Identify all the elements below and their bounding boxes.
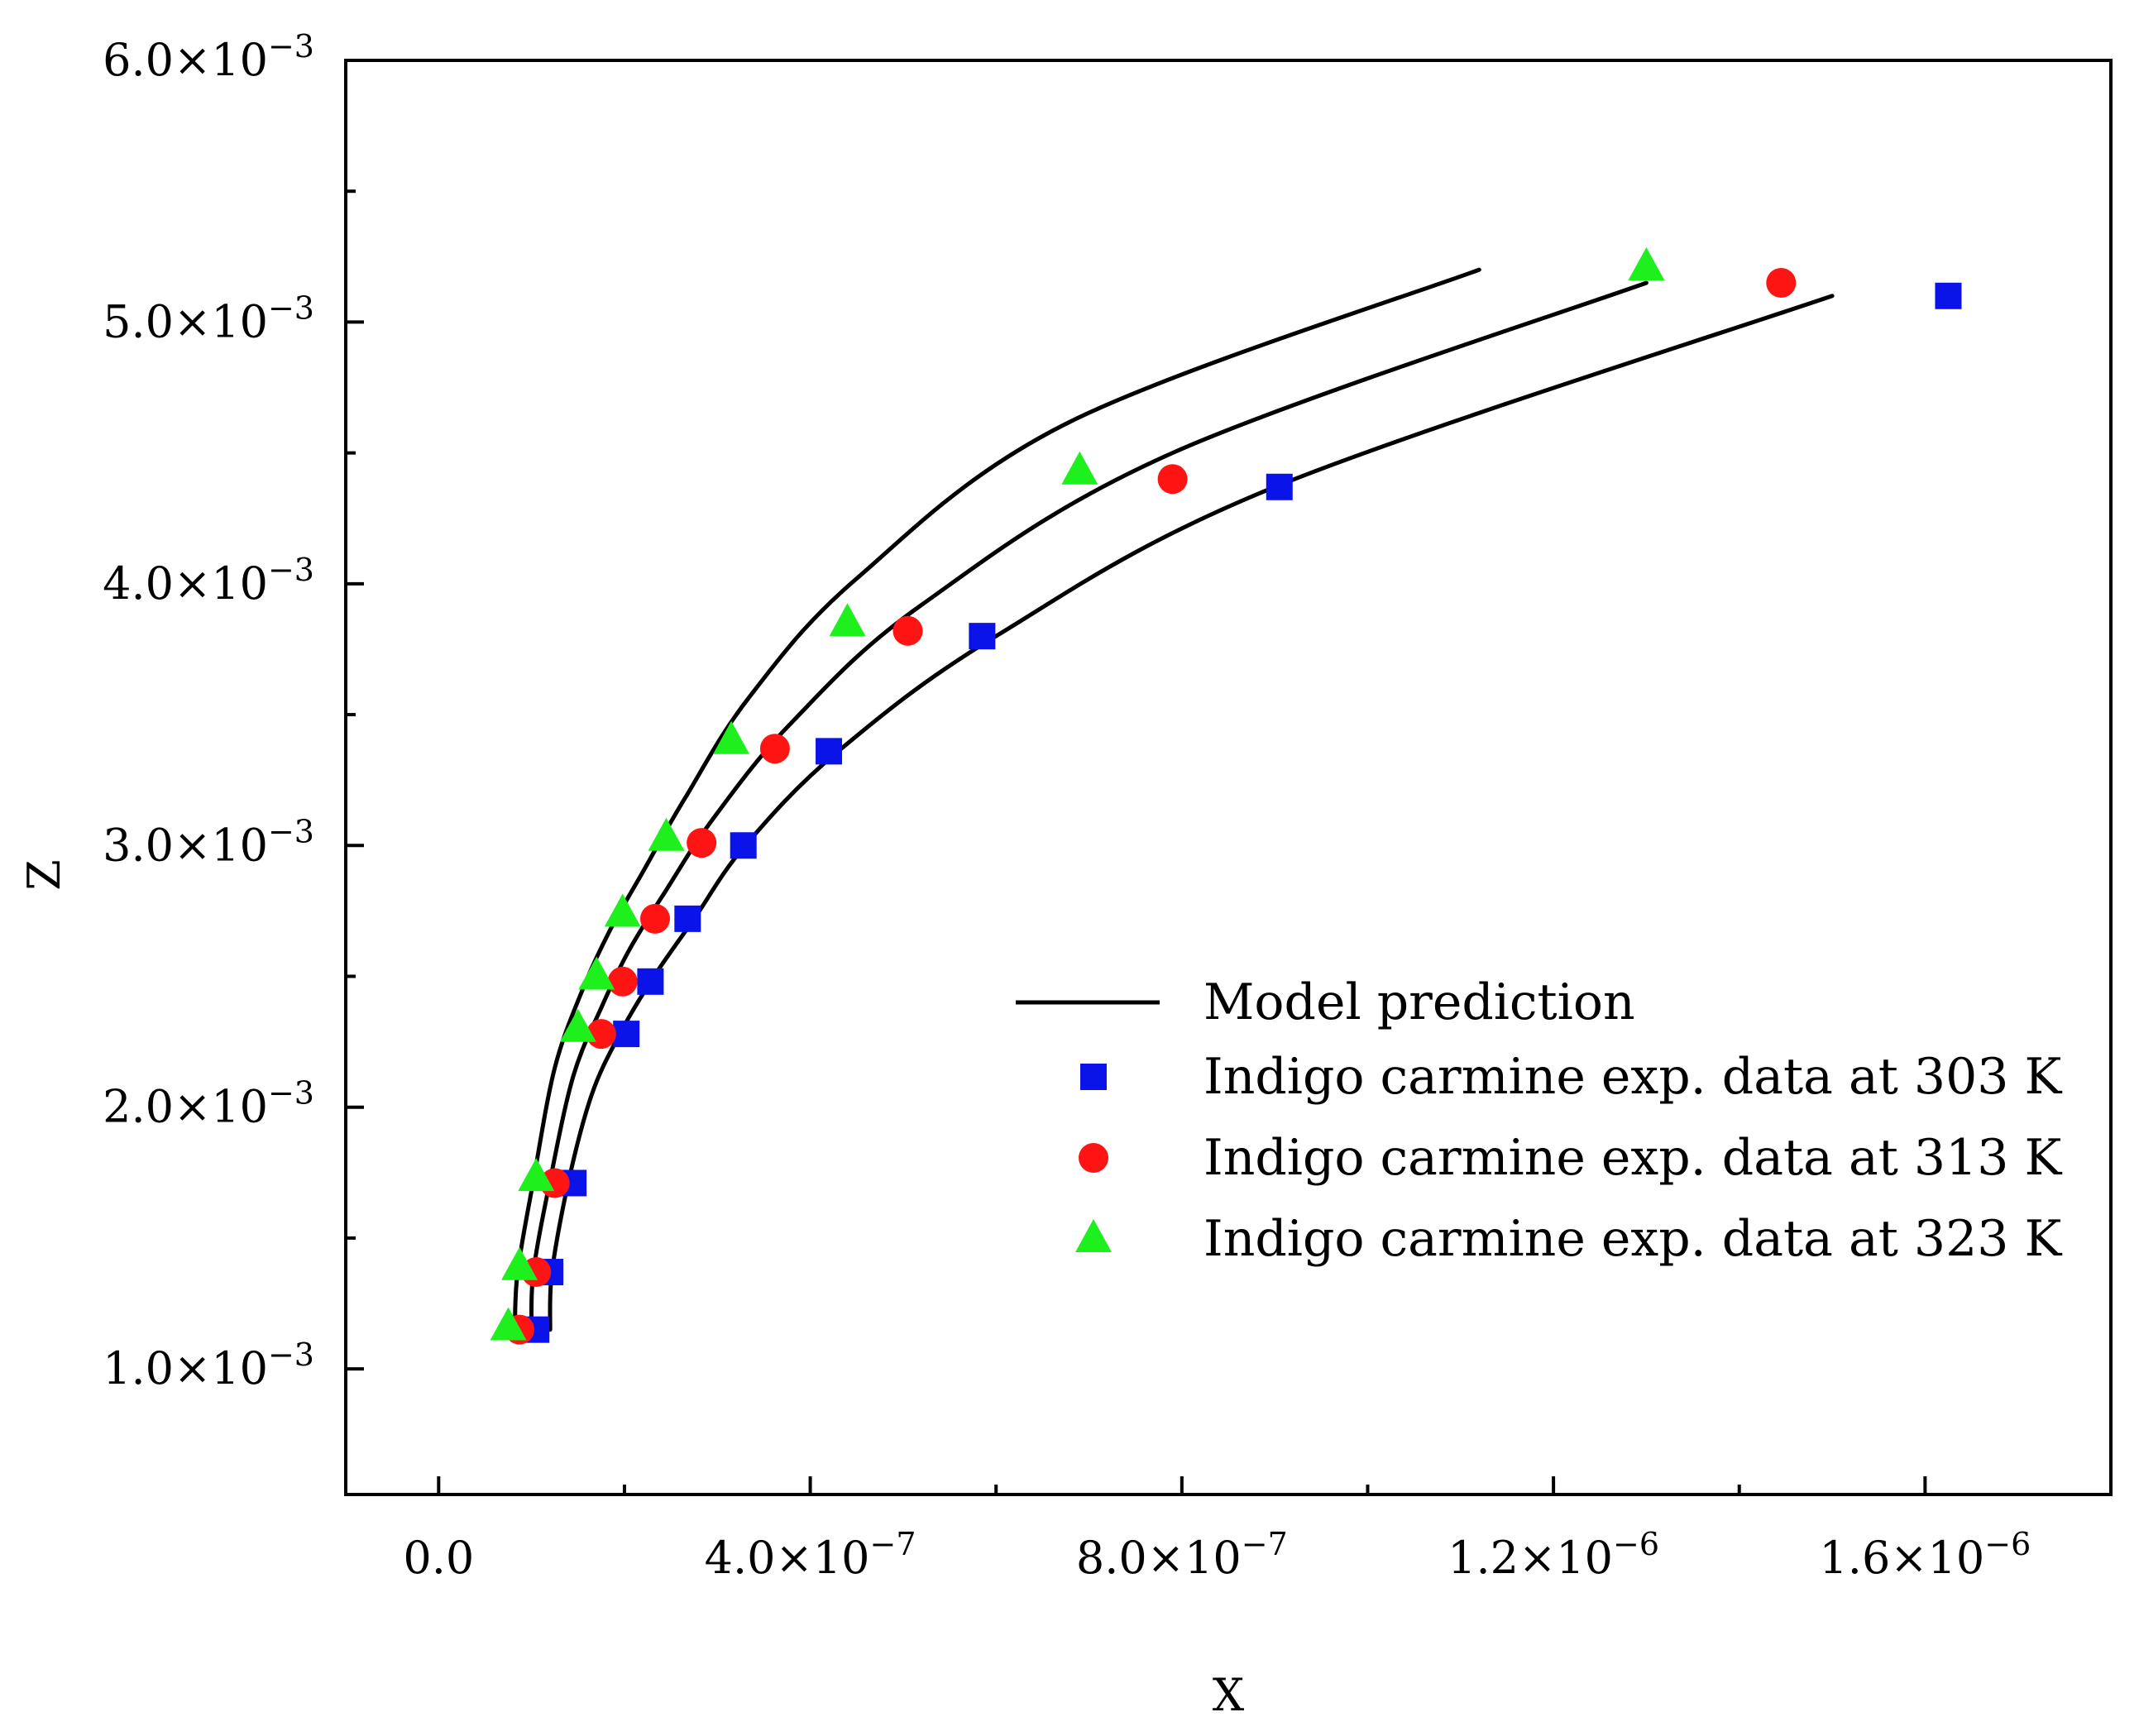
y-tick-label: 2.0×10−3: [103, 1075, 314, 1133]
data-point-triangle: [604, 893, 641, 927]
y-tick-label-exponent: −3: [268, 813, 314, 849]
data-markers: [490, 246, 1962, 1345]
x-tick-label-mantissa: 8.0×10: [1076, 1532, 1242, 1584]
data-point-square: [674, 905, 701, 932]
y-tick-label-mantissa: 4.0×10: [103, 557, 268, 610]
x-tick-label-mantissa: 0.0: [403, 1532, 474, 1584]
data-point-circle: [687, 828, 717, 858]
data-point-circle: [640, 903, 671, 934]
x-tick-label-exponent: −7: [869, 1526, 916, 1562]
legend-marker-triangle: [1075, 1219, 1112, 1252]
legend-label: Indigo carmine exp. data at 303 K: [1203, 1048, 2062, 1106]
x-tick-label: 1.2×10−6: [1448, 1526, 1659, 1584]
data-point-triangle: [559, 1008, 596, 1042]
data-point-square: [637, 968, 664, 995]
y-tick-label: 3.0×10−3: [103, 813, 314, 871]
data-point-triangle: [713, 720, 750, 754]
data-point-triangle: [501, 1246, 538, 1280]
x-tick-label: 0.0: [403, 1532, 474, 1584]
data-point-square: [1266, 473, 1293, 500]
y-tick-label-exponent: −3: [268, 552, 314, 588]
y-tick-label-mantissa: 3.0×10: [103, 819, 268, 871]
data-point-square: [613, 1021, 640, 1048]
legend: Model prediction Indigo carmine exp. data…: [1016, 973, 2062, 1268]
y-tick-label-exponent: −3: [268, 1337, 314, 1373]
data-point-square: [730, 832, 757, 859]
data-point-triangle: [490, 1307, 527, 1341]
y-axis-title: Z: [18, 859, 70, 891]
data-point-square: [969, 623, 996, 650]
legend-label: Indigo carmine exp. data at 313 K: [1203, 1129, 2062, 1187]
legend-marker-circle: [1079, 1143, 1108, 1173]
legend-label: Indigo carmine exp. data at 323 K: [1203, 1210, 2062, 1268]
y-tick-label-mantissa: 6.0×10: [103, 34, 268, 86]
data-point-triangle: [829, 603, 866, 637]
data-point-circle: [607, 966, 638, 997]
y-tick-label-mantissa: 5.0×10: [103, 295, 268, 347]
data-point-circle: [1157, 464, 1188, 495]
y-tick-label-exponent: −3: [268, 28, 314, 65]
y-tick-label: 1.0×10−3: [103, 1337, 314, 1394]
data-point-square: [816, 738, 843, 765]
x-axis-title: X: [1213, 1669, 1245, 1721]
y-tick-label: 5.0×10−3: [103, 289, 314, 347]
x-tick-label-exponent: −7: [1242, 1526, 1288, 1562]
data-point-circle: [759, 734, 790, 764]
data-point-triangle: [1061, 451, 1098, 485]
y-tick-label: 4.0×10−3: [103, 552, 314, 610]
legend-label-model: Model prediction: [1203, 973, 1635, 1031]
y-tick-label-mantissa: 1.0×10: [103, 1342, 268, 1394]
data-point-triangle: [1628, 246, 1665, 280]
y-tick-label: 6.0×10−3: [103, 28, 314, 86]
y-tick-label-exponent: −3: [268, 289, 314, 326]
axis-ticks: 0.0 4.0×10−7 8.0×10−7 1.2×10−6 1.6×10−61.0×1…: [103, 28, 2031, 1584]
x-tick-label-mantissa: 1.6×10: [1819, 1532, 1984, 1584]
x-tick-label: 1.6×10−6: [1819, 1526, 2031, 1584]
x-tick-label: 8.0×10−7: [1076, 1526, 1288, 1584]
data-point-square: [1935, 282, 1962, 309]
x-tick-label-exponent: −6: [1613, 1526, 1659, 1562]
x-tick-label-exponent: −6: [1984, 1526, 2031, 1562]
x-tick-label: 4.0×10−7: [705, 1526, 916, 1584]
plot-area-frame: [344, 59, 2113, 1496]
data-point-triangle: [578, 956, 615, 990]
y-tick-label-exponent: −3: [268, 1075, 314, 1112]
data-point-triangle: [648, 817, 685, 851]
data-point-triangle: [518, 1158, 555, 1192]
legend-marker-square: [1080, 1064, 1107, 1090]
y-tick-label-mantissa: 2.0×10: [103, 1081, 268, 1133]
data-point-circle: [1766, 267, 1797, 298]
x-tick-label-mantissa: 1.2×10: [1448, 1532, 1613, 1584]
x-tick-label-mantissa: 4.0×10: [705, 1532, 870, 1584]
data-point-circle: [892, 615, 923, 646]
